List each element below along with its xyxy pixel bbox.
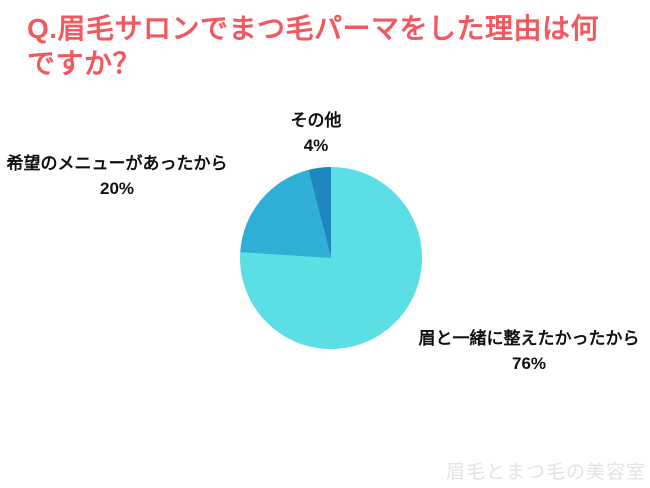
slice-label-text: 希望のメニューがあったから bbox=[6, 154, 228, 173]
slice-label-value: 20% bbox=[99, 179, 135, 198]
slice-label-other: その他 4% bbox=[236, 109, 396, 158]
slice-label-value: 76% bbox=[511, 354, 547, 373]
pie-chart bbox=[231, 158, 431, 358]
slice-label-menu: 希望のメニューがあったから 20% bbox=[0, 152, 234, 201]
slice-label-eyebrow: 眉と一緒に整えたかったから 76% bbox=[403, 327, 650, 376]
watermark: 眉毛とまつ毛の美容室 bbox=[445, 462, 646, 483]
slice-label-value: 4% bbox=[303, 136, 329, 155]
slice-label-text: その他 bbox=[290, 111, 342, 130]
page-title: Q.眉毛サロンでまつ毛パーマをした理由は何ですか？ bbox=[27, 13, 600, 79]
slice-label-text: 眉と一緒に整えたかったから bbox=[418, 329, 640, 348]
pie-chart-svg bbox=[240, 167, 423, 349]
pie-slice bbox=[240, 167, 423, 349]
pie-slice bbox=[308, 167, 331, 258]
pie-slice bbox=[240, 169, 331, 258]
